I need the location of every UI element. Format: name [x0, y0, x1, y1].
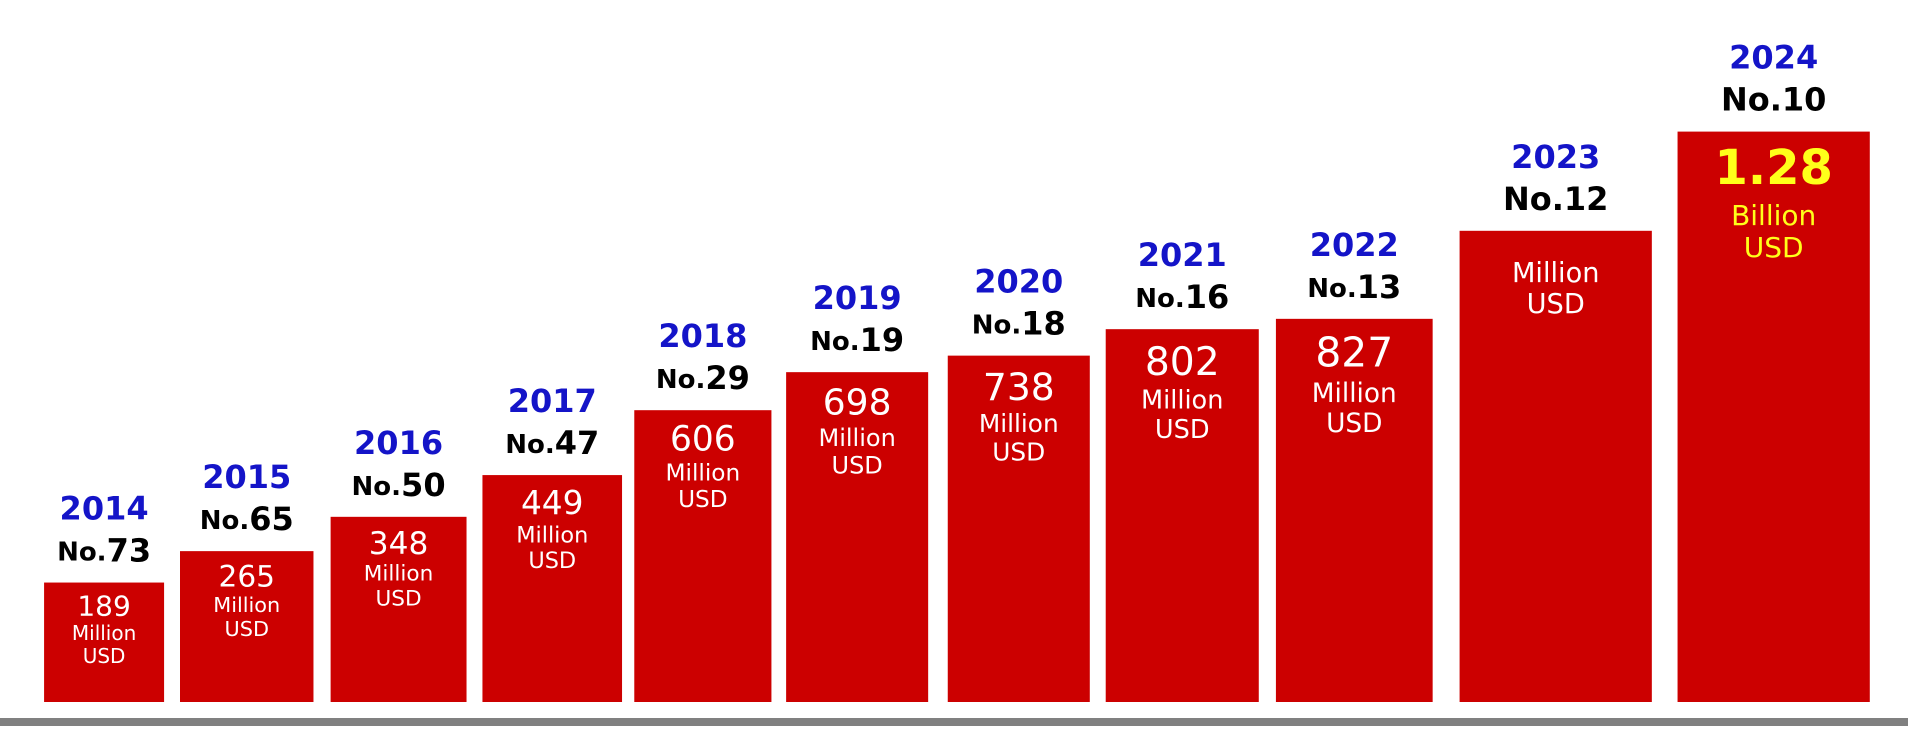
unit-label: USD — [1155, 415, 1210, 445]
rank-label: No.47 — [505, 424, 599, 462]
bar — [1459, 230, 1652, 703]
rank-number: 50 — [401, 466, 446, 504]
rank-number: 13 — [1357, 268, 1402, 306]
year-label: 2021 — [1138, 236, 1227, 274]
rank-label: No.13 — [1307, 268, 1401, 306]
rank-label: No.19 — [810, 321, 904, 359]
rank-number: 12 — [1564, 180, 1609, 218]
rank-label: No.50 — [352, 466, 446, 504]
unit-label: Million — [364, 562, 434, 587]
rank-prefix: No. — [656, 365, 706, 395]
year-label: 2019 — [813, 279, 902, 317]
bar — [947, 355, 1090, 702]
rank-prefix: No. — [972, 310, 1022, 340]
rank-prefix: No. — [1135, 284, 1185, 314]
rank-label: No.18 — [972, 305, 1066, 343]
rank-number: 47 — [555, 424, 600, 462]
value-label: 606 — [670, 420, 736, 460]
value-label: 827 — [1315, 329, 1393, 377]
bar — [634, 410, 772, 702]
value-label: 698 — [823, 383, 892, 424]
unit-label: USD — [1326, 408, 1382, 439]
year-label: 2020 — [974, 263, 1063, 301]
unit-label: USD — [832, 451, 883, 479]
unit-label: USD — [376, 586, 422, 611]
unit-label: Million — [213, 593, 280, 617]
year-label: 2017 — [508, 382, 597, 420]
value-label: 265 — [218, 559, 275, 593]
bar — [482, 475, 623, 702]
rank-prefix: No. — [505, 430, 555, 460]
unit-label: Million — [1141, 386, 1223, 416]
unit-label: Million — [72, 621, 136, 645]
bar — [180, 551, 314, 702]
rank-prefix: No. — [200, 506, 250, 536]
unit-label: USD — [1744, 231, 1804, 264]
value-label: 738 — [983, 365, 1055, 409]
rank-label: No.10 — [1721, 81, 1826, 119]
rank-number: 19 — [860, 321, 905, 359]
rank-number: 73 — [107, 532, 152, 570]
rank-number: 65 — [249, 500, 294, 538]
bar — [330, 516, 467, 702]
unit-label: Million — [516, 522, 588, 548]
rank-label: No.73 — [57, 532, 151, 570]
rank-prefix: No. — [57, 537, 107, 567]
year-label: 2018 — [658, 317, 747, 355]
bar — [1105, 329, 1259, 702]
baseline — [0, 718, 1908, 726]
rank-number: 10 — [1782, 81, 1827, 119]
unit-label: Million — [819, 424, 896, 452]
rank-prefix: No. — [1721, 81, 1782, 119]
value-label: 189 — [77, 590, 130, 623]
year-label: 2024 — [1729, 39, 1818, 77]
rank-label: No.65 — [200, 500, 294, 538]
rank-label: No.16 — [1135, 278, 1229, 316]
rank-prefix: No. — [352, 471, 402, 501]
unit-label: Million — [1312, 378, 1397, 409]
rank-label: No.29 — [656, 359, 750, 397]
unit-label: USD — [225, 617, 269, 641]
value-label: 449 — [521, 484, 584, 522]
unit-label: USD — [678, 486, 728, 513]
year-label: 2014 — [60, 490, 149, 528]
year-label: 2015 — [202, 458, 291, 496]
year-label: 2023 — [1511, 138, 1600, 176]
value-label: 348 — [369, 526, 429, 562]
unit-label: Million — [979, 409, 1059, 438]
year-label: 2022 — [1310, 226, 1399, 264]
rank-prefix: No. — [810, 327, 860, 357]
value-label: 1.28 — [1714, 140, 1832, 196]
rank-prefix: No. — [1503, 180, 1564, 218]
unit-label: USD — [992, 438, 1045, 467]
bar — [786, 372, 929, 702]
unit-label: Million — [1512, 258, 1600, 289]
rank-label: No.12 — [1503, 180, 1608, 218]
unit-label: USD — [83, 644, 126, 668]
value-label: 802 — [1145, 340, 1220, 385]
rank-number: 18 — [1021, 305, 1066, 343]
year-label: 2016 — [354, 424, 443, 462]
unit-label: Billion — [1731, 199, 1816, 232]
unit-label: USD — [1527, 289, 1585, 320]
bar — [44, 582, 165, 702]
unit-label: Million — [666, 459, 741, 486]
rank-number: 29 — [705, 359, 750, 397]
rank-number: 16 — [1185, 278, 1230, 316]
bar — [1677, 131, 1870, 703]
unit-label: USD — [528, 548, 576, 574]
rank-prefix: No. — [1307, 273, 1357, 303]
bar — [1275, 318, 1433, 702]
